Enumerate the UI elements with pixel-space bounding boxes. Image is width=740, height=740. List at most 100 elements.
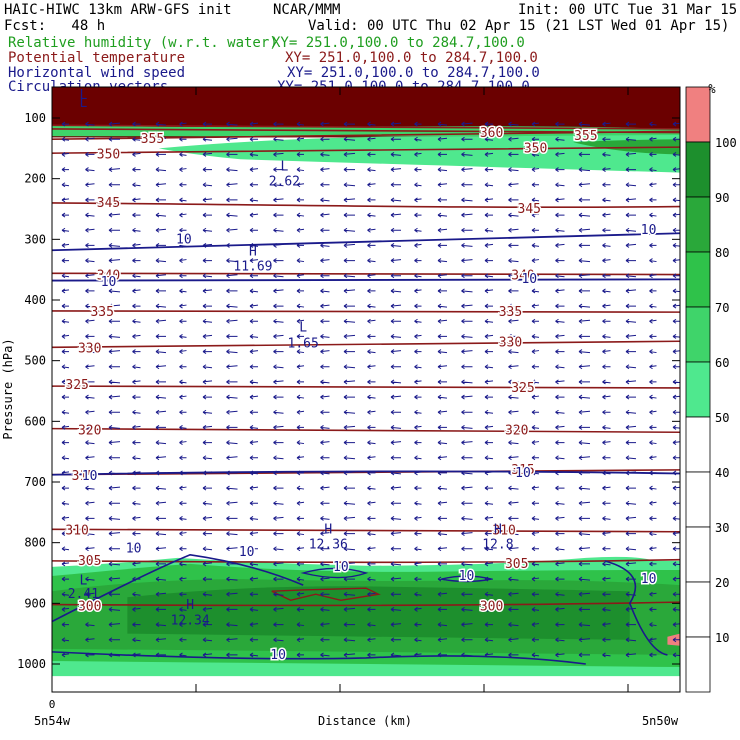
circulation-vector: [296, 561, 304, 567]
circulation-vector: [461, 561, 473, 567]
circulation-vector: [155, 364, 167, 370]
circulation-vector: [531, 258, 540, 263]
circulation-vector: [155, 409, 167, 415]
circulation-vector: [367, 485, 376, 491]
circulation-vector: [320, 440, 330, 445]
circulation-vector: [343, 273, 356, 279]
circulation-vector: [296, 470, 304, 476]
circulation-vector: [296, 546, 305, 552]
wind-label: 10: [333, 560, 349, 575]
circulation-vector: [508, 440, 519, 445]
circulation-vector: [108, 424, 121, 430]
circulation-vector: [108, 227, 120, 233]
circulation-vector: [625, 440, 636, 445]
circulation-vector: [367, 561, 376, 567]
circulation-vector: [155, 515, 166, 521]
x-zero-label: 0: [49, 698, 56, 711]
circulation-vector: [343, 440, 355, 445]
circulation-vector: [625, 576, 636, 582]
circulation-vector: [555, 455, 565, 461]
circulation-vector: [649, 622, 657, 627]
circulation-vector: [484, 531, 493, 536]
circulation-vector: [249, 591, 258, 597]
circulation-vector: [249, 637, 258, 643]
circulation-vector: [202, 212, 212, 218]
circulation-vector: [414, 500, 422, 506]
circulation-vector: [414, 606, 422, 612]
circulation-vector: [155, 288, 166, 294]
circulation-vector: [61, 546, 70, 552]
circulation-vector: [226, 485, 238, 491]
circulation-vector: [461, 227, 473, 233]
circulation-vector: [672, 455, 680, 461]
circulation-vector: [390, 394, 402, 400]
circulation-vector: [649, 394, 657, 400]
circulation-vector: [320, 637, 330, 643]
field-rh-name: Relative humidity (w.r.t. water): [8, 35, 278, 51]
circulation-vector: [508, 622, 519, 627]
theta-label: 360: [480, 126, 503, 141]
circulation-vector: [437, 606, 447, 612]
circulation-vector: [249, 394, 259, 400]
circulation-vector: [61, 333, 70, 339]
circulation-vector: [273, 424, 284, 430]
circulation-vector: [508, 242, 519, 248]
circulation-vector: [296, 424, 304, 430]
circulation-vector: [437, 242, 447, 248]
circulation-vector: [484, 318, 494, 324]
theta-isentrope: [52, 528, 680, 533]
circulation-vector: [367, 637, 376, 643]
theta-isentrope: [52, 385, 680, 389]
circulation-vector: [484, 303, 493, 309]
circulation-vector: [155, 500, 167, 506]
circulation-vector: [85, 622, 95, 627]
circulation-vector: [390, 606, 402, 612]
theta-label: 335: [499, 305, 522, 320]
circulation-vector: [531, 394, 540, 400]
circulation-vector: [367, 349, 376, 354]
circulation-vector: [461, 303, 473, 309]
circulation-vector: [649, 470, 657, 476]
circulation-vector: [531, 121, 540, 127]
circulation-vector: [61, 349, 69, 354]
circulation-vector: [132, 364, 141, 370]
circulation-vector: [343, 212, 355, 218]
circulation-vector: [602, 652, 611, 658]
theta-label: 345: [518, 202, 541, 217]
circulation-vector: [367, 242, 376, 248]
circulation-vector: [437, 652, 447, 658]
circulation-vector: [390, 318, 401, 324]
circulation-vector: [625, 349, 636, 354]
circulation-vector: [85, 485, 95, 491]
circulation-vector: [367, 303, 376, 309]
circulation-vector: [367, 182, 376, 188]
circulation-vector: [484, 455, 494, 461]
circulation-vector: [85, 349, 95, 354]
circulation-vector: [672, 652, 680, 658]
circulation-vector: [437, 288, 447, 294]
circulation-vector: [202, 576, 212, 582]
circulation-vector: [602, 258, 611, 263]
circulation-vector: [202, 242, 213, 248]
circulation-vector: [602, 485, 611, 491]
circulation-vector: [61, 258, 69, 263]
circulation-vector: [602, 576, 611, 582]
circulation-vector: [85, 333, 95, 339]
circulation-vector: [531, 531, 540, 536]
circulation-vector: [508, 227, 519, 233]
circulation-vector: [226, 561, 238, 567]
colorbar: 10 20 30 40 50 60 70 80 90 100: [685, 86, 737, 693]
circulation-vector: [555, 561, 565, 567]
circulation-vector: [226, 531, 238, 536]
circulation-vector: [296, 167, 305, 172]
circulation-vector: [390, 349, 402, 354]
circulation-vector: [484, 637, 494, 643]
circulation-vector: [625, 470, 637, 476]
circulation-vector: [390, 121, 402, 127]
circulation-vector: [226, 136, 238, 142]
circulation-vector: [343, 500, 356, 506]
circulation-vector: [296, 197, 304, 203]
circulation-vector: [508, 258, 519, 263]
circulation-vector: [296, 318, 305, 324]
circulation-vector: [320, 409, 330, 415]
